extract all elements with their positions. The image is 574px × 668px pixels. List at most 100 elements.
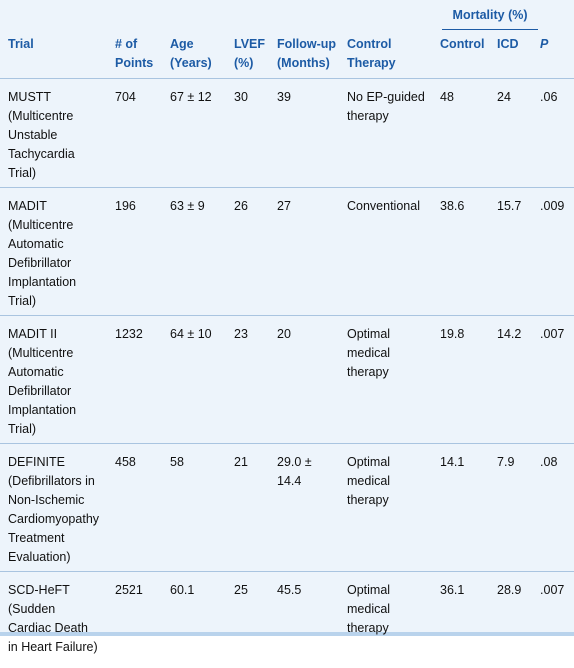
table-cell: 38.6 <box>432 187 490 316</box>
header-line: ICD <box>497 37 519 51</box>
header-line: (Years) <box>170 56 212 70</box>
cell-line: 14.1 <box>440 454 465 469</box>
cell-line: .08 <box>540 454 558 469</box>
cell-line: Unstable <box>8 127 58 142</box>
table-cell: 27 <box>269 187 339 316</box>
cell-line: in Heart Failure) <box>8 639 98 654</box>
header-line: Points <box>115 56 154 70</box>
cell-line: Automatic <box>8 236 64 251</box>
column-header: Age (Years) <box>162 30 226 79</box>
header-line: Trial <box>8 37 34 51</box>
cell-line: 14.2 <box>497 326 522 341</box>
table-cell: 1232 <box>107 315 162 444</box>
cell-line: 58 <box>170 454 184 469</box>
table-cell: Optimal medical therapy <box>339 443 433 572</box>
cell-line: Evaluation) <box>8 549 71 564</box>
table-cell: 67 ± 12 <box>162 78 226 188</box>
cell-line: .007 <box>540 326 565 341</box>
header-line: Therapy <box>347 56 396 70</box>
table-cell: 7.9 <box>489 443 533 572</box>
table-cell: 26 <box>226 187 269 316</box>
table-cell: 39 <box>269 78 339 188</box>
cell-line: 2521 <box>115 582 143 597</box>
table-cell: 15.7 <box>489 187 533 316</box>
cell-line: Automatic <box>8 364 64 379</box>
cell-line: 45.5 <box>277 582 302 597</box>
cell-line: 7.9 <box>497 454 515 469</box>
cell-line: (Sudden <box>8 601 56 616</box>
table-cell: 704 <box>107 78 162 188</box>
cell-line: 39 <box>277 89 291 104</box>
header-line: LVEF <box>234 37 266 51</box>
cell-line: SCD-HeFT <box>8 582 70 597</box>
header-line: Control <box>440 37 485 51</box>
cell-line: 30 <box>234 89 248 104</box>
table-cell: 64 ± 10 <box>162 315 226 444</box>
table-row: MADIT (Multicentre Automatic Defibrillator I… <box>0 187 574 316</box>
table-cell: 48 <box>432 78 490 188</box>
header-line: (Months) <box>277 56 330 70</box>
cell-line: MUSTT <box>8 89 52 104</box>
header-line: Age <box>170 37 194 51</box>
table-cell: Optimal medical therapy <box>339 571 432 668</box>
cell-line: Optimal <box>347 582 391 597</box>
cell-line: Treatment <box>8 530 65 545</box>
table-cell: 36.1 <box>432 571 489 668</box>
group-header-row: Mortality (%) <box>0 0 574 30</box>
cell-line: 704 <box>115 89 136 104</box>
cell-line: medical <box>347 473 391 488</box>
cell-line: MADIT <box>8 198 47 213</box>
header-line: Control <box>347 37 392 51</box>
table-cell: .007 <box>532 571 574 668</box>
cell-line: (Multicentre <box>8 217 74 232</box>
column-header: Trial <box>0 30 107 79</box>
cell-line: DEFINITE <box>8 454 65 469</box>
table-cell: 58 <box>162 443 226 572</box>
table-cell: DEFINITE (Defibrillators in Non-Ischemic Ca… <box>0 443 107 572</box>
header-row: Trial # of Points Age (Years) LVEF (%) Follow-u… <box>0 30 574 79</box>
table-cell: MADIT II (Multicentre Automatic Defibrillat… <box>0 315 107 444</box>
table-cell: 14.1 <box>432 443 490 572</box>
table-cell: 458 <box>107 443 162 572</box>
group-header: Mortality (%) <box>442 6 539 30</box>
cell-line: .009 <box>540 198 565 213</box>
column-header: # of Points <box>107 30 162 79</box>
cell-line: Defibrillator <box>8 255 72 270</box>
cell-line: therapy <box>347 492 389 507</box>
table-cell: 30 <box>226 78 269 188</box>
table-page: Mortality (%) Trial # of Points Age (Years) L… <box>0 0 574 654</box>
table-cell: 21 <box>226 443 269 572</box>
cell-line: 20 <box>277 326 291 341</box>
table-cell: .007 <box>532 315 574 444</box>
cell-line: Trial) <box>8 421 37 436</box>
cell-line: 458 <box>115 454 136 469</box>
cell-line: 60.1 <box>170 582 195 597</box>
table-row: MADIT II (Multicentre Automatic Defibrillat… <box>0 315 574 444</box>
cell-line: 29.0 ± <box>277 454 312 469</box>
cell-line: (Multicentre <box>8 345 74 360</box>
table-row: SCD-HeFT (Sudden Cardiac Death in Heart Fai… <box>0 571 574 668</box>
cell-line: medical <box>347 345 391 360</box>
table-cell: 63 ± 9 <box>162 187 226 316</box>
cell-line: 14.4 <box>277 473 302 488</box>
table-row: MUSTT (Multicentre Unstable Tachycardia Tria… <box>0 78 574 188</box>
cell-line: 1232 <box>115 326 143 341</box>
cell-line: MADIT II <box>8 326 58 341</box>
cell-line: Tachycardia <box>8 146 75 161</box>
table-cell: 60.1 <box>162 571 226 668</box>
cell-line: 48 <box>440 89 454 104</box>
table-cell: SCD-HeFT (Sudden Cardiac Death in Heart Fai… <box>0 571 107 668</box>
cell-line: 36.1 <box>440 582 465 597</box>
column-header: ICD <box>489 30 533 79</box>
cell-line: Optimal <box>347 326 391 341</box>
column-header: Follow-up (Months) <box>269 30 339 79</box>
table-cell: 23 <box>226 315 269 444</box>
cell-line: 21 <box>234 454 248 469</box>
table-cell: 25 <box>226 571 269 668</box>
cell-line: Cardiomyopathy <box>8 511 100 526</box>
table-cell: Conventional <box>339 187 433 316</box>
table-cell: No EP-guided therapy <box>339 78 433 188</box>
header-line: # of <box>115 37 138 51</box>
table-cell: 45.5 <box>269 571 339 668</box>
cell-line: 67 ± 12 <box>170 89 212 104</box>
